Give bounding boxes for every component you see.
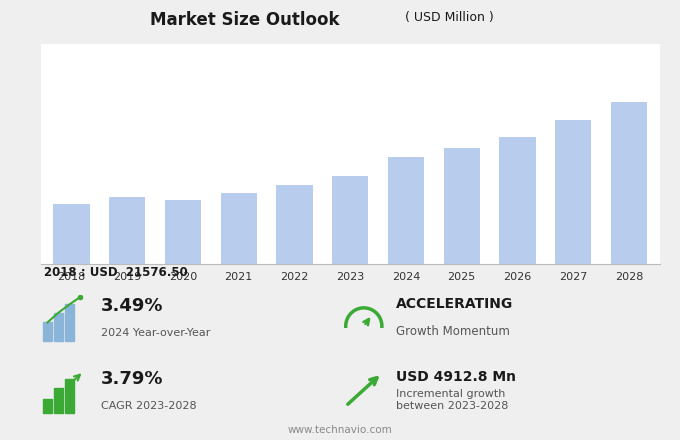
Bar	[54, 388, 63, 414]
Bar	[53, 204, 90, 440]
Text: www.technavio.com: www.technavio.com	[288, 425, 392, 435]
Bar	[65, 378, 73, 414]
Text: CAGR 2023-2028: CAGR 2023-2028	[101, 400, 197, 411]
Bar	[220, 193, 257, 440]
Bar	[65, 304, 73, 341]
Bar	[388, 158, 424, 440]
Bar	[443, 148, 480, 440]
Bar	[44, 323, 52, 341]
Bar	[555, 121, 592, 440]
Text: Market Size Outlook: Market Size Outlook	[150, 11, 339, 29]
Text: 2018 : USD  21576.50: 2018 : USD 21576.50	[44, 266, 188, 279]
Bar	[276, 185, 313, 440]
Text: ( USD Million ): ( USD Million )	[405, 11, 494, 24]
Text: Incremental growth
between 2023-2028: Incremental growth between 2023-2028	[396, 389, 508, 411]
Text: 2024 Year-over-Year: 2024 Year-over-Year	[101, 328, 210, 338]
Bar	[165, 200, 201, 440]
Bar	[611, 102, 647, 440]
Text: 3.79%: 3.79%	[101, 370, 163, 388]
Bar	[109, 197, 146, 440]
Text: USD 4912.8 Mn: USD 4912.8 Mn	[396, 370, 515, 384]
Text: ACCELERATING: ACCELERATING	[396, 297, 513, 311]
Text: 3.49%: 3.49%	[101, 297, 163, 315]
Bar	[44, 399, 52, 414]
Bar	[332, 176, 369, 440]
Bar	[54, 313, 63, 341]
Bar	[499, 137, 536, 440]
Text: Growth Momentum: Growth Momentum	[396, 325, 509, 338]
